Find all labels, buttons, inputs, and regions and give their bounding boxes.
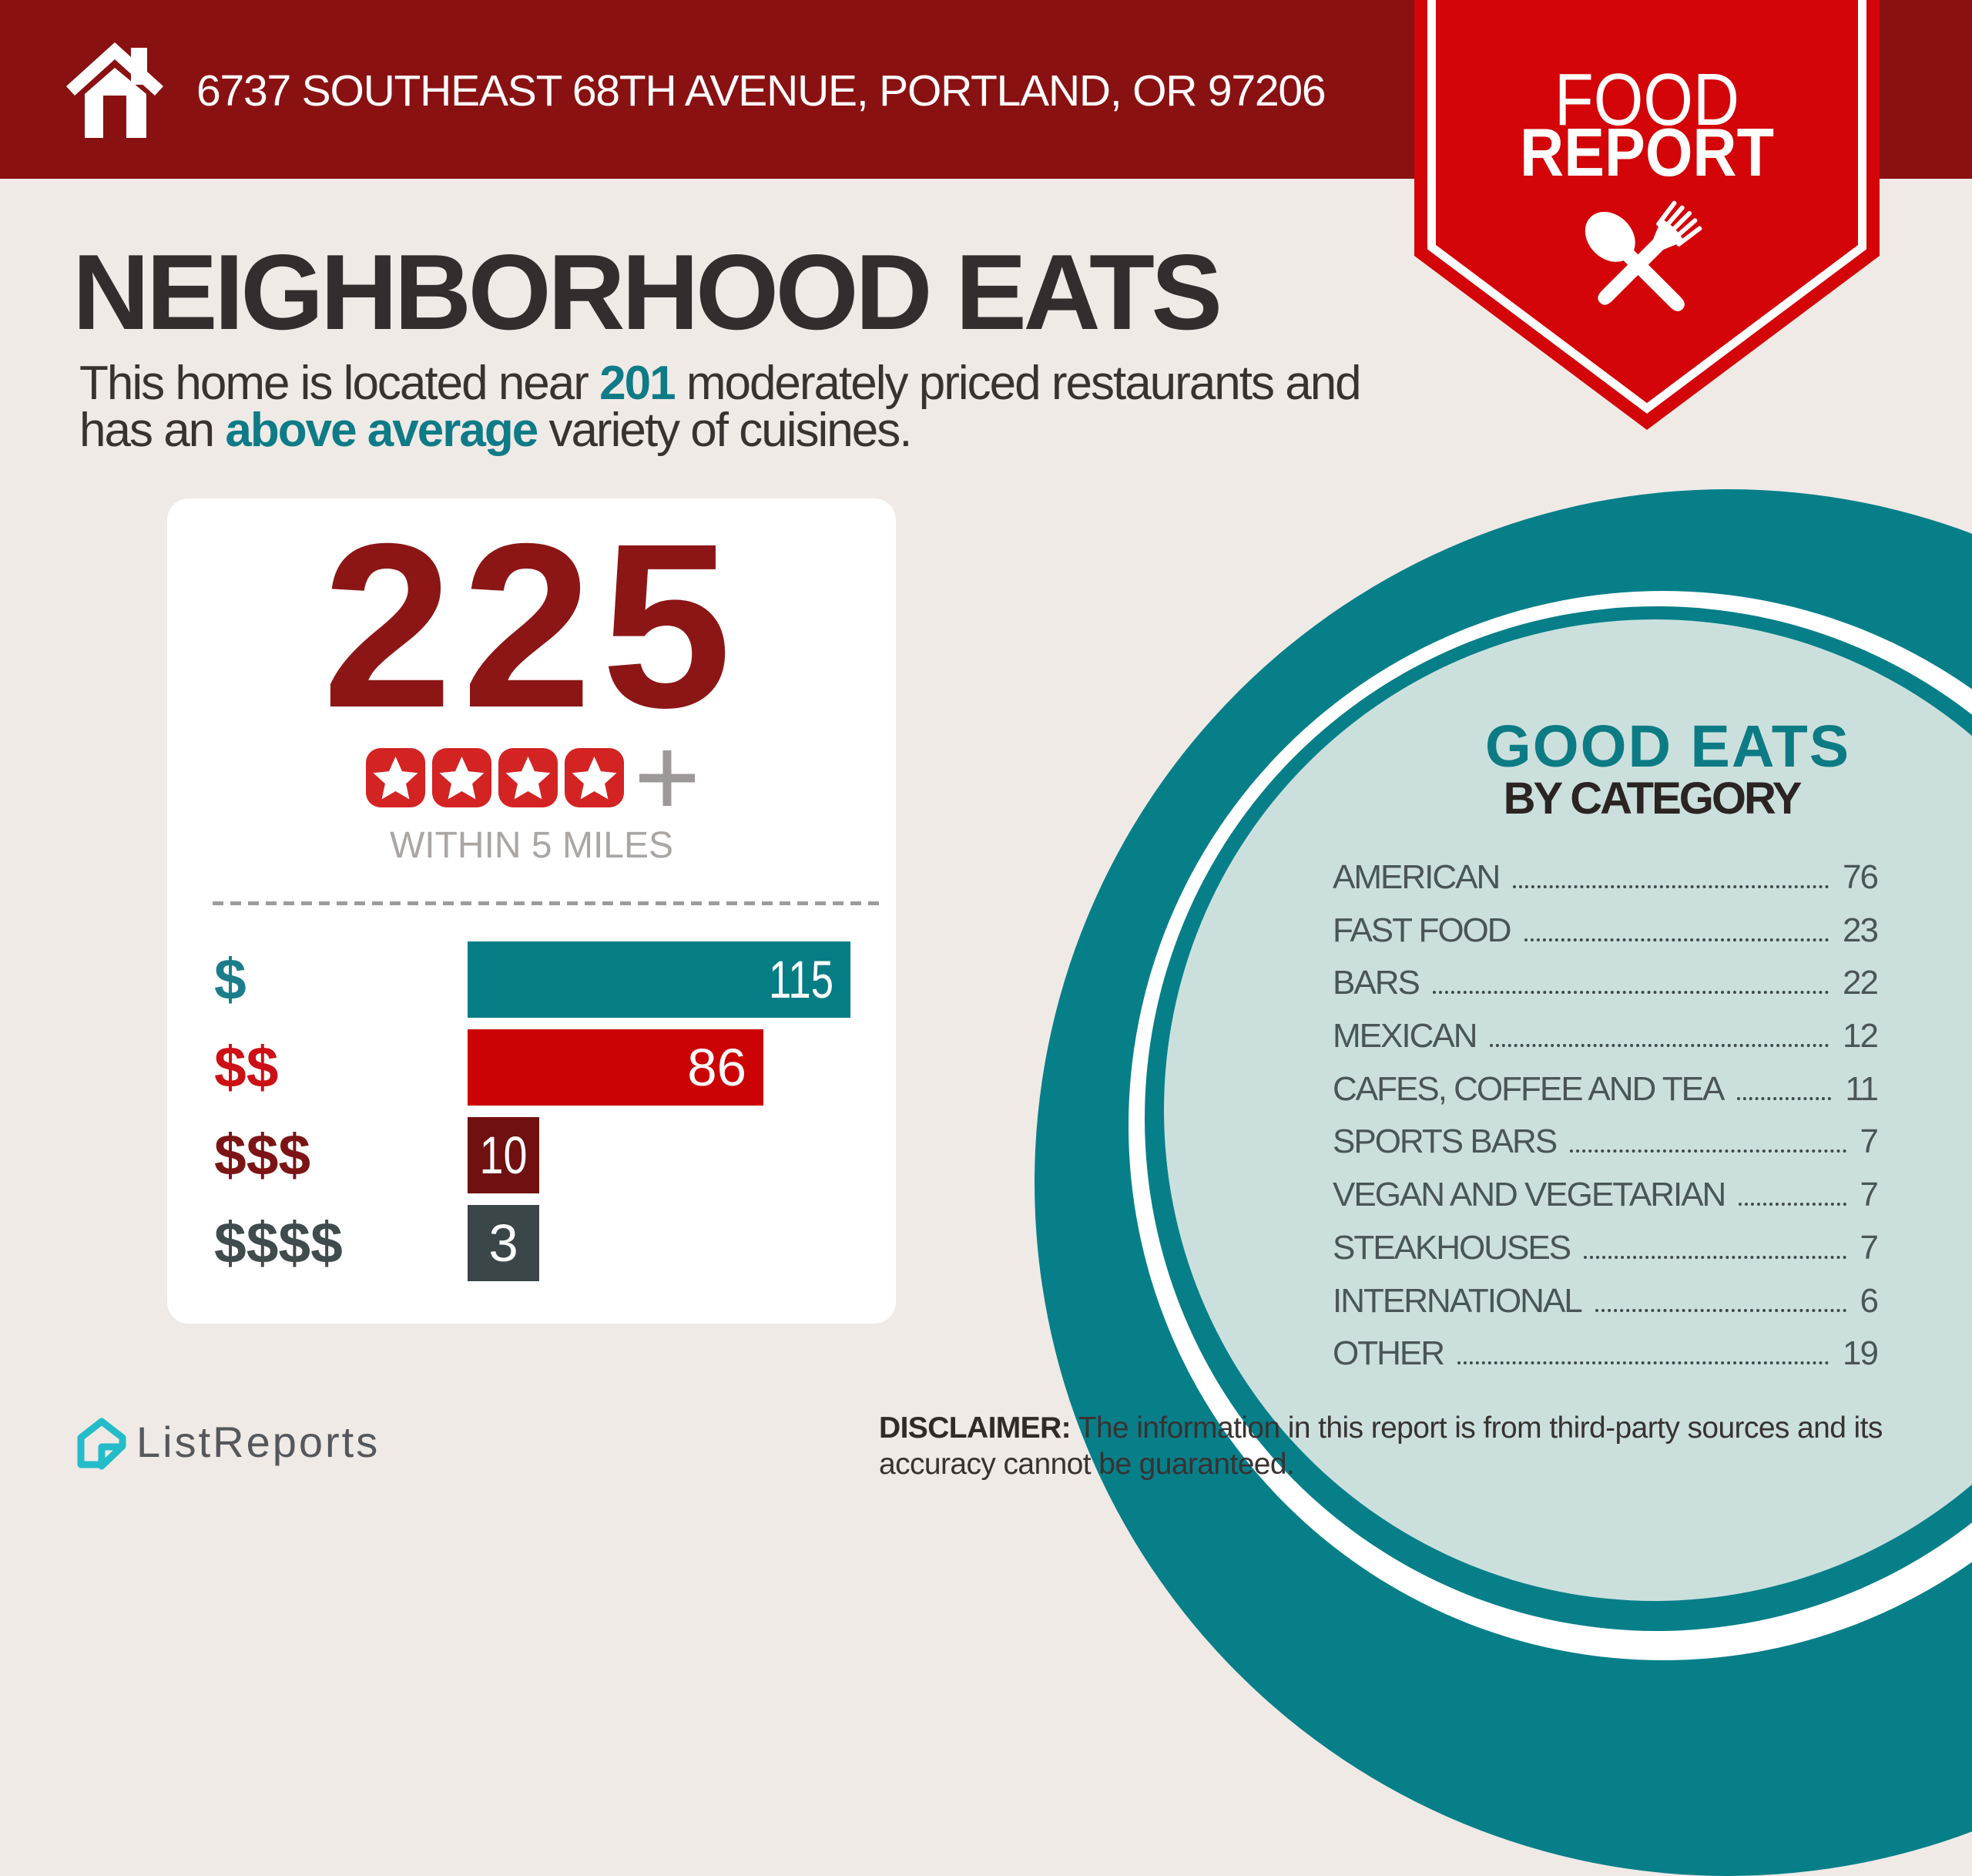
svg-text:REPORT: REPORT (1520, 114, 1774, 190)
svg-text:3: 3 (488, 1213, 518, 1273)
svg-text:115: 115 (769, 950, 833, 1009)
svg-text:10: 10 (480, 1126, 528, 1185)
svg-text:86: 86 (687, 1038, 746, 1097)
svg-text:FOOD: FOOD (1554, 59, 1739, 141)
